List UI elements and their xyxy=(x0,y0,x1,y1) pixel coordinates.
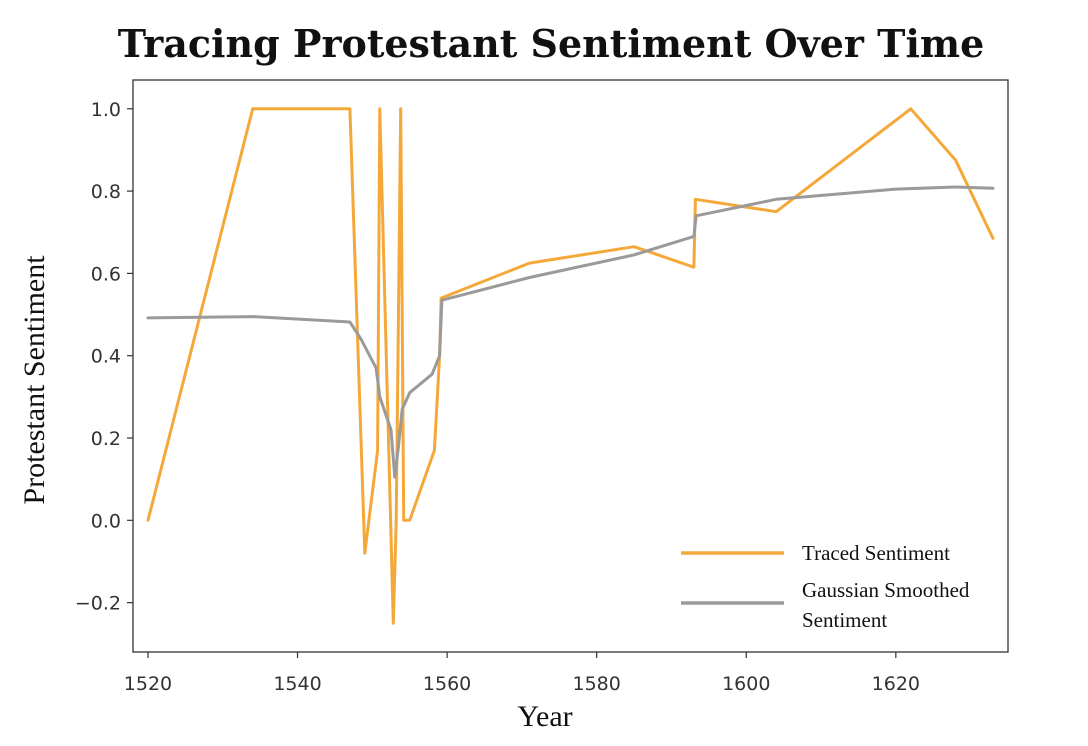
y-tick-label: −0.2 xyxy=(75,593,121,615)
series-line-smoothed xyxy=(146,185,995,479)
y-tick-label: 0.2 xyxy=(91,428,121,450)
legend-label: Traced Sentiment xyxy=(802,541,950,565)
x-axis-label: Year xyxy=(517,700,572,733)
x-tick-label: 1520 xyxy=(124,673,172,695)
legend-label: Gaussian Smoothed xyxy=(802,578,970,602)
y-tick-label: 0.0 xyxy=(91,510,121,532)
legend: Traced Sentiment Gaussian Smoothed Sentime… xyxy=(681,541,970,632)
plot-area: 1520 1540 1560 1580 1600 1620 −0.2 0.0 0.2 0.4 0.… xyxy=(75,79,1009,695)
x-tick-label: 1560 xyxy=(423,673,471,695)
chart-title: Tracing Protestant Sentiment Over Time xyxy=(118,21,985,66)
y-tick-label: 0.4 xyxy=(91,346,121,368)
x-axis-ticks: 1520 1540 1560 1580 1600 1620 xyxy=(124,652,920,695)
series-line-traced xyxy=(146,107,995,625)
series-layer xyxy=(146,107,995,625)
y-tick-label: 0.8 xyxy=(91,181,121,203)
y-axis-ticks: −0.2 0.0 0.2 0.4 0.6 0.8 1.0 xyxy=(75,99,133,615)
x-tick-label: 1620 xyxy=(872,673,920,695)
y-tick-label: 1.0 xyxy=(91,99,121,121)
legend-label: Sentiment xyxy=(802,608,887,632)
y-axis-label: Protestant Sentiment xyxy=(18,255,51,505)
x-tick-label: 1580 xyxy=(572,673,620,695)
plot-frame xyxy=(132,79,1009,653)
x-tick-label: 1600 xyxy=(722,673,770,695)
y-tick-label: 0.6 xyxy=(91,263,121,285)
x-tick-label: 1540 xyxy=(273,673,321,695)
